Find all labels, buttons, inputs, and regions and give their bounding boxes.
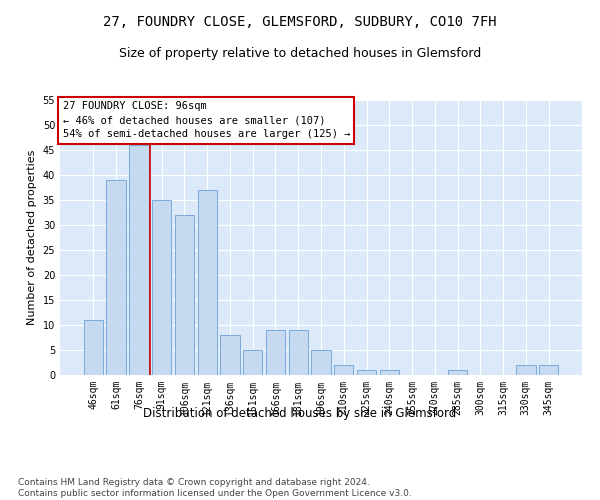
Bar — [197, 190, 217, 375]
Bar — [448, 370, 467, 375]
Y-axis label: Number of detached properties: Number of detached properties — [27, 150, 37, 325]
Bar — [243, 350, 262, 375]
Text: 27 FOUNDRY CLOSE: 96sqm
← 46% of detached houses are smaller (107)
54% of semi-d: 27 FOUNDRY CLOSE: 96sqm ← 46% of detache… — [62, 102, 350, 140]
Bar — [175, 215, 194, 375]
Bar — [129, 145, 149, 375]
Bar — [380, 370, 399, 375]
Bar — [289, 330, 308, 375]
Text: 27, FOUNDRY CLOSE, GLEMSFORD, SUDBURY, CO10 7FH: 27, FOUNDRY CLOSE, GLEMSFORD, SUDBURY, C… — [103, 15, 497, 29]
Bar — [334, 365, 353, 375]
Text: Contains HM Land Registry data © Crown copyright and database right 2024.
Contai: Contains HM Land Registry data © Crown c… — [18, 478, 412, 498]
Bar — [84, 320, 103, 375]
Bar — [539, 365, 558, 375]
Bar — [516, 365, 536, 375]
Bar — [311, 350, 331, 375]
Bar — [152, 200, 172, 375]
Bar — [357, 370, 376, 375]
Text: Size of property relative to detached houses in Glemsford: Size of property relative to detached ho… — [119, 48, 481, 60]
Bar — [266, 330, 285, 375]
Bar — [106, 180, 126, 375]
Text: Distribution of detached houses by size in Glemsford: Distribution of detached houses by size … — [143, 408, 457, 420]
Bar — [220, 335, 239, 375]
